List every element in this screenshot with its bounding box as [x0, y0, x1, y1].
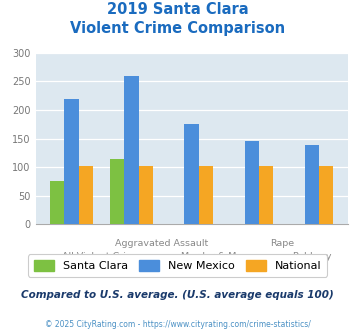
Text: Aggravated Assault: Aggravated Assault [115, 239, 208, 248]
Bar [110, 159, 124, 224]
Bar [259, 166, 273, 224]
Text: © 2025 CityRating.com - https://www.cityrating.com/crime-statistics/: © 2025 CityRating.com - https://www.city… [45, 320, 310, 329]
Bar [50, 182, 64, 224]
Text: Violent Crime Comparison: Violent Crime Comparison [70, 21, 285, 36]
Text: Rape: Rape [270, 239, 294, 248]
Text: Robbery: Robbery [292, 252, 332, 261]
Bar [79, 166, 93, 224]
Bar [245, 142, 259, 224]
Bar [64, 99, 79, 224]
Text: Murder & Mans...: Murder & Mans... [181, 252, 262, 261]
Bar [199, 166, 213, 224]
Bar [124, 76, 139, 224]
Text: 2019 Santa Clara: 2019 Santa Clara [107, 2, 248, 16]
Legend: Santa Clara, New Mexico, National: Santa Clara, New Mexico, National [28, 254, 327, 277]
Text: All Violent Crime: All Violent Crime [62, 252, 141, 261]
Bar [139, 166, 153, 224]
Bar [305, 146, 319, 224]
Bar [319, 166, 333, 224]
Text: Compared to U.S. average. (U.S. average equals 100): Compared to U.S. average. (U.S. average … [21, 290, 334, 300]
Bar [185, 124, 199, 224]
